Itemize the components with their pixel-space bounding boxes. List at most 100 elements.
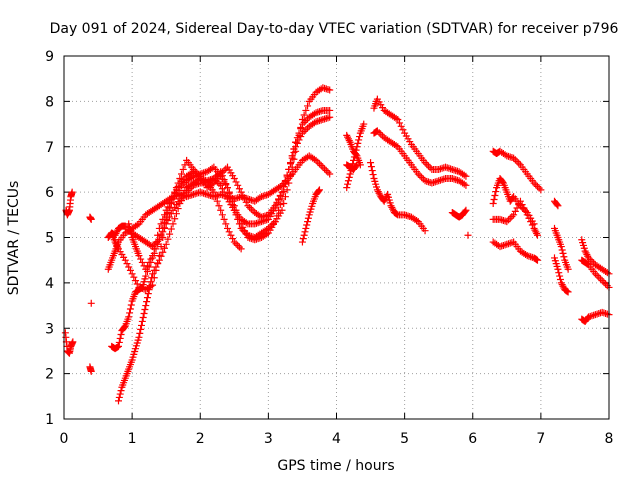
series-trace-18 — [367, 159, 429, 235]
data-point — [285, 179, 293, 187]
data-point — [510, 154, 518, 162]
data-point — [113, 228, 121, 236]
data-point — [374, 188, 382, 196]
y-tick-label: 2 — [45, 367, 54, 383]
data-point — [554, 202, 562, 210]
data-point — [126, 227, 134, 235]
data-point — [511, 156, 519, 164]
data-point — [133, 221, 141, 229]
data-point — [229, 235, 237, 243]
data-point — [533, 256, 541, 264]
data-point — [553, 201, 561, 209]
data-point — [125, 220, 133, 228]
data-point — [285, 165, 293, 173]
data-point — [315, 186, 323, 194]
y-tick-label: 3 — [45, 321, 54, 337]
data-point — [375, 129, 383, 137]
data-point — [416, 172, 424, 180]
data-point — [116, 390, 124, 398]
y-tick-label: 6 — [45, 185, 54, 201]
data-point — [304, 218, 312, 226]
data-point — [292, 138, 300, 146]
data-point — [237, 220, 245, 228]
data-point — [232, 240, 240, 248]
series-trace-19 — [448, 206, 470, 221]
data-point — [128, 270, 136, 278]
data-point — [557, 279, 565, 287]
data-point — [582, 249, 590, 257]
data-point — [300, 231, 308, 239]
data-point — [389, 205, 397, 213]
data-point — [210, 175, 218, 183]
series-trace-22 — [489, 175, 538, 228]
data-point — [115, 397, 122, 405]
data-point — [360, 120, 368, 128]
data-point — [87, 299, 95, 307]
data-point — [201, 178, 209, 186]
data-point — [528, 221, 536, 229]
data-point — [533, 182, 541, 190]
data-point — [369, 171, 377, 179]
data-point — [461, 207, 469, 215]
data-point — [227, 231, 235, 239]
data-point — [239, 223, 247, 231]
data-point — [144, 290, 152, 298]
data-point — [145, 286, 153, 294]
data-point — [375, 189, 383, 197]
data-point — [132, 277, 140, 285]
data-point — [518, 201, 526, 209]
data-point — [564, 288, 572, 296]
data-point — [241, 195, 249, 203]
data-point — [326, 113, 334, 121]
data-point — [230, 202, 238, 210]
data-point — [224, 224, 231, 232]
data-point — [220, 215, 228, 223]
data-point — [230, 238, 238, 246]
chart-title: Day 091 of 2024, Sidereal Day-to-day VTE… — [50, 21, 619, 37]
data-point — [593, 272, 601, 280]
data-point — [278, 195, 286, 203]
data-point — [147, 255, 155, 263]
data-point — [276, 201, 284, 209]
data-point — [246, 203, 254, 211]
data-points — [61, 84, 613, 405]
y-tick-label: 8 — [45, 94, 54, 110]
data-point — [513, 204, 521, 212]
x-tick-label: 7 — [536, 431, 545, 447]
data-point — [169, 220, 177, 228]
x-tick-label: 4 — [332, 431, 341, 447]
data-point — [304, 214, 312, 222]
data-point — [247, 205, 255, 213]
data-point — [346, 170, 354, 178]
data-point — [556, 272, 564, 280]
data-point — [126, 309, 134, 317]
data-point — [283, 186, 291, 194]
data-point — [189, 168, 197, 176]
data-point — [242, 198, 250, 206]
data-point — [143, 262, 151, 270]
data-point — [162, 240, 170, 248]
data-point — [242, 219, 250, 227]
data-point — [169, 193, 177, 201]
data-point — [321, 165, 329, 173]
x-tick-label: 5 — [400, 431, 409, 447]
data-point — [273, 212, 281, 220]
data-point — [299, 235, 307, 243]
data-point — [297, 133, 305, 141]
series-trace-23 — [489, 197, 541, 239]
data-point — [525, 214, 533, 222]
data-point — [218, 185, 226, 193]
data-point — [235, 185, 243, 193]
data-point — [462, 181, 470, 189]
data-point — [120, 323, 128, 331]
data-point — [179, 176, 187, 184]
data-point — [298, 116, 306, 124]
data-point — [135, 252, 143, 260]
data-point — [186, 185, 194, 193]
data-point — [167, 196, 175, 204]
data-point — [114, 243, 122, 251]
data-point — [135, 333, 143, 341]
data-point — [535, 184, 543, 192]
data-point — [352, 151, 360, 159]
